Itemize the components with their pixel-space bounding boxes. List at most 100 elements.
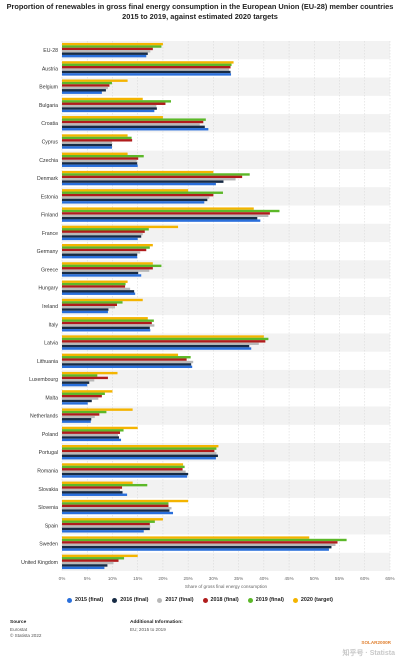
category-label: United Kingdom [21,560,58,566]
bar [62,262,153,265]
bar [62,290,135,293]
bar [62,253,138,256]
legend-item[interactable]: 2019 (final) [247,597,284,603]
bar [62,104,157,108]
legend-item[interactable]: 2015 (final) [67,597,103,603]
bar [62,433,119,437]
legend-label: 2019 (final) [255,597,284,603]
bar [62,118,206,121]
bar [62,420,91,423]
bar [62,353,179,357]
legend-swatch [67,597,73,603]
bar [62,413,100,416]
bar [62,465,185,469]
bar [62,337,269,341]
legend-swatch [157,597,163,603]
bar [62,566,105,570]
category-label: Finland [41,213,58,219]
bar [62,66,231,69]
x-axis-label: Share of gross final energy consumption [185,584,268,589]
bar [62,536,310,539]
bar [62,269,150,272]
bar [62,329,151,332]
bar [62,486,123,489]
bar [62,235,142,238]
bar [62,390,113,393]
bar [62,363,192,366]
bar [62,483,148,487]
bar [62,504,169,508]
bar [62,509,170,512]
row-band [62,552,390,571]
bar [62,271,139,275]
additional-info-block: Additional Information: EU; 2015 to 2019 [130,620,183,633]
bar [62,54,147,58]
x-tick-label: 25% [184,576,193,581]
bar [62,246,150,249]
source-line: Eurostat [10,626,28,632]
legend-item[interactable]: 2018 (final) [202,597,239,603]
category-label: Sweden [39,542,58,548]
bar [62,209,280,213]
category-label: Italy [48,322,58,328]
bar [62,410,107,414]
bar [62,107,157,110]
legend-item[interactable]: 2017 (final) [157,597,194,603]
bar [62,282,126,286]
bar [62,50,151,53]
bar [62,454,218,458]
bar [62,518,163,521]
bar [62,280,128,283]
x-tick-label: 15% [133,576,142,581]
legend-label: 2017 (final) [165,597,194,603]
category-label: Slovenia [38,505,58,511]
bar [62,326,150,330]
category-label: Hungary [38,286,58,292]
category-label: Bulgaria [39,103,58,109]
bar [62,527,150,531]
bar [62,285,126,288]
bar [62,45,162,48]
bar [62,136,132,140]
bar [62,507,172,510]
bar [62,358,187,361]
bar [62,543,336,546]
bar [62,164,138,167]
bar [62,538,347,542]
bar [62,141,112,144]
bar [62,340,266,343]
bar [62,243,153,247]
legend-label: 2020 (target) [300,597,333,603]
legend-label: 2018 (final) [210,597,239,603]
bar [62,371,118,375]
bar [62,81,112,85]
bar [62,436,120,439]
bar-chart: EU-28 Austria Belgium Bulgaria Croatia Cyprus… [21,41,395,589]
bar [62,89,106,92]
row-band [62,150,390,169]
legend-swatch [247,597,253,603]
bar [62,317,148,320]
legend-item[interactable]: 2016 (final) [112,597,148,603]
bar [62,429,124,432]
bar [62,73,232,76]
legend-item[interactable]: 2020 (target) [292,597,333,603]
bar [62,292,136,295]
bar [62,472,189,476]
x-tick-label: 20% [158,576,167,581]
bar [62,154,144,158]
bar [62,399,92,403]
category-label: Belgium [39,85,58,91]
bar [62,193,214,197]
x-tick-label: 50% [310,576,319,581]
category-label: Latvia [44,341,58,347]
bar [62,143,112,147]
bar [62,561,114,565]
bar [62,308,109,311]
legend-label: 2016 (final) [120,597,149,603]
bar [62,335,264,338]
bar [62,545,332,549]
bar [62,499,189,503]
bar [62,42,163,46]
bar [62,146,112,149]
